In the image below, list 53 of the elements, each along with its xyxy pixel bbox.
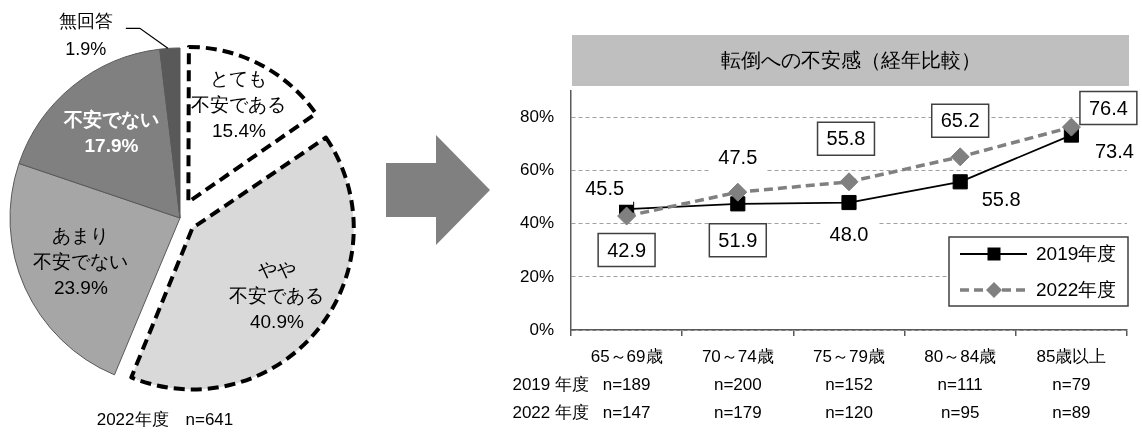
text: n=79 <box>1052 374 1091 394</box>
y-tick-label: 40% <box>519 213 554 233</box>
data-label: 76.4 <box>1088 96 1128 119</box>
text: 2022年度 n=641 <box>95 409 235 431</box>
data-label: 45.5 <box>585 176 625 199</box>
text: n=152 <box>825 374 873 394</box>
data-label: 48.0 <box>829 223 869 246</box>
text: n=120 <box>825 402 873 422</box>
x-tick-label: 65～69歳 <box>590 346 663 366</box>
point <box>952 174 968 190</box>
data-label: 40.9% <box>249 310 304 332</box>
point <box>839 172 859 192</box>
legend-label: 2019年度 <box>1036 243 1117 265</box>
data-label: 42.9 <box>607 238 647 261</box>
text: 2019 年度 <box>512 374 589 394</box>
text: n=189 <box>602 374 651 394</box>
text: n=89 <box>1052 402 1091 422</box>
x-tick-label: 85歳以上 <box>1036 346 1107 366</box>
text: n=95 <box>941 402 980 422</box>
data-label: 17.9% <box>84 134 139 156</box>
point <box>950 147 970 167</box>
text: n=111 <box>937 374 983 394</box>
point <box>617 206 637 226</box>
x-tick-label: 80～84歳 <box>924 346 997 366</box>
y-tick-label: 80% <box>519 107 554 127</box>
point <box>1061 117 1081 137</box>
point <box>841 194 857 211</box>
x-tick-label: 70～74歳 <box>701 346 774 366</box>
slice-label: あまり不安でない <box>33 225 129 273</box>
data-label: 51.9 <box>718 228 758 251</box>
text: n=200 <box>713 374 762 394</box>
text: 2022 年度 <box>512 402 589 422</box>
y-tick-label: 0% <box>529 319 554 339</box>
slice-label: 無回答 <box>58 11 113 32</box>
data-label: 55.8 <box>981 188 1021 211</box>
y-tick-label: 60% <box>519 160 554 180</box>
data-label: 23.9% <box>53 277 108 299</box>
slice-label: やや不安である <box>229 258 325 306</box>
data-label: 55.8 <box>826 127 866 150</box>
data-label: 73.4 <box>1094 139 1134 162</box>
slice-label: 不安でない <box>62 108 159 130</box>
chart-title: 転倒への不安感（経年比較） <box>720 48 981 73</box>
slice-label: とても不安である <box>191 67 287 115</box>
text: n=179 <box>713 402 762 422</box>
point <box>728 182 748 202</box>
data-label: 65.2 <box>940 109 980 132</box>
text: n=147 <box>602 402 651 422</box>
data-label: 47.5 <box>718 146 758 169</box>
legend-label: 2022年度 <box>1036 279 1117 301</box>
data-label: 1.9% <box>65 39 107 60</box>
x-tick-label: 75～79歳 <box>813 346 885 366</box>
y-tick-label: 20% <box>519 266 554 286</box>
data-label: 15.4% <box>212 119 267 141</box>
